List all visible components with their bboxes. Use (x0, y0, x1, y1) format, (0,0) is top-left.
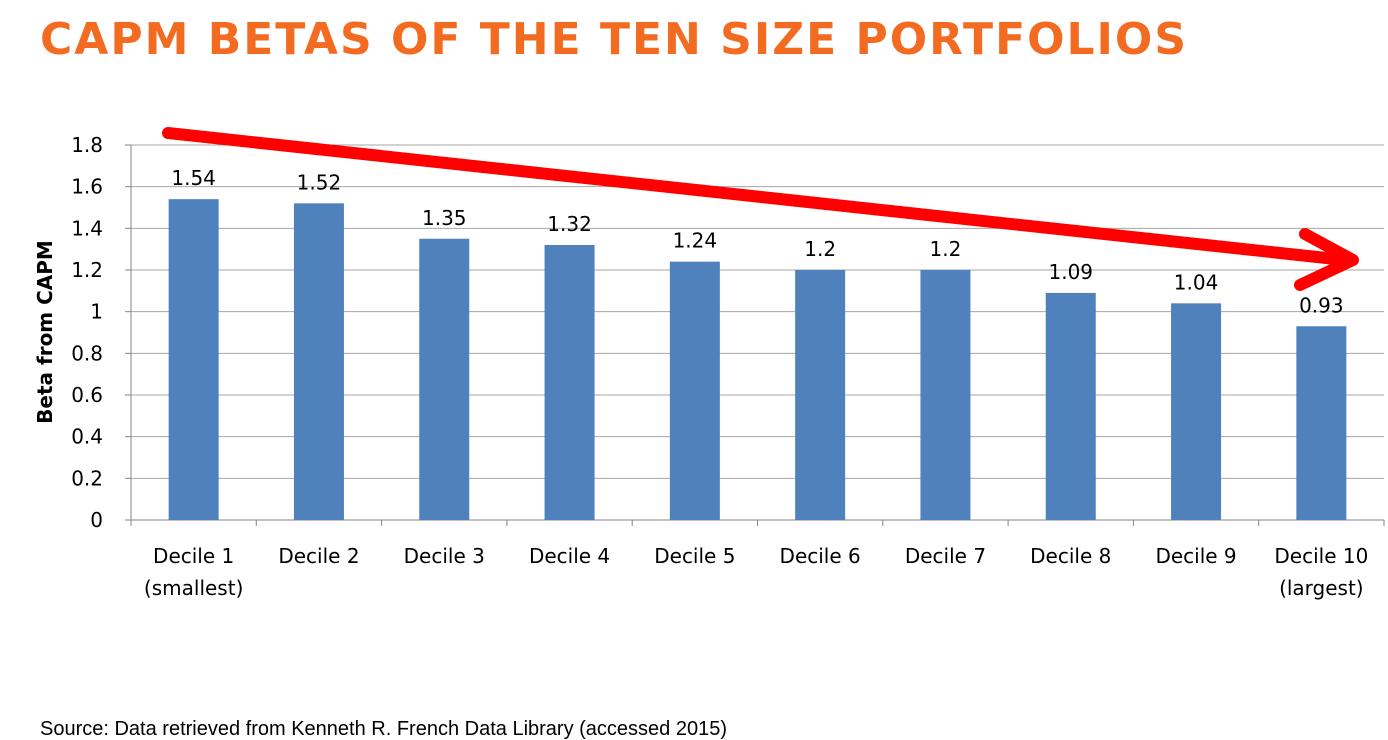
category-label: Decile 9 (1155, 544, 1236, 568)
y-tick-label: 1 (90, 300, 103, 324)
category-label: Decile 4 (529, 544, 610, 568)
category-label: (largest) (1279, 576, 1364, 600)
bar (544, 245, 595, 520)
bar (920, 270, 971, 520)
data-label: 1.32 (547, 212, 592, 236)
data-label: 1.54 (171, 166, 216, 190)
data-label: 1.2 (804, 237, 836, 261)
category-label: Decile 3 (404, 544, 485, 568)
source-note: Source: Data retrieved from Kenneth R. F… (40, 718, 727, 740)
bar (419, 238, 470, 520)
bar (669, 261, 720, 520)
data-label: 1.09 (1048, 260, 1093, 284)
data-label: 1.2 (930, 237, 962, 261)
y-tick-label: 0.8 (71, 341, 103, 365)
bar (795, 270, 846, 520)
trend-arrow (162, 127, 1359, 291)
category-label: Decile 10 (1274, 544, 1368, 568)
y-tick-label: 1.2 (71, 258, 103, 282)
y-tick-label: 0.4 (71, 425, 103, 449)
category-label: Decile 1 (153, 544, 234, 568)
y-tick-label: 0.2 (71, 466, 103, 490)
bar (293, 203, 344, 521)
category-label: Decile 5 (654, 544, 735, 568)
y-tick-label: 0.6 (71, 383, 103, 407)
data-labels: 1.54 1.52 1.35 1.32 1.24 1.2 1.2 1.09 1.04 0.93 (171, 166, 1343, 317)
y-tick-labels: 0 0.2 0.4 0.6 0.8 1 1.2 1.4 1.6 1.8 (71, 133, 103, 532)
category-labels: Decile 1 (smallest) Decile 2 Decile 3 Decile… (144, 544, 1368, 600)
data-label: 0.93 (1299, 293, 1344, 317)
bars (168, 199, 1347, 521)
data-label: 1.04 (1174, 270, 1219, 294)
bar (1171, 303, 1222, 520)
category-label: Decile 7 (905, 544, 986, 568)
slide-title: CAPM BETAS OF THE TEN SIZE PORTFOLIOS (40, 14, 1189, 65)
y-tick-label: 1.8 (71, 133, 103, 157)
category-label: Decile 8 (1030, 544, 1111, 568)
y-tick-label: 1.4 (71, 216, 103, 240)
y-tick-label: 0 (90, 508, 103, 532)
trend-arrow-head (1294, 228, 1359, 291)
category-label: Decile 6 (780, 544, 861, 568)
bar (1045, 292, 1096, 520)
bar (1296, 326, 1347, 520)
y-tick-label: 1.6 (71, 175, 103, 199)
category-label: Decile 2 (278, 544, 359, 568)
data-label: 1.52 (297, 170, 342, 194)
category-label: (smallest) (144, 576, 243, 600)
data-label: 1.35 (422, 206, 467, 230)
data-label: 1.24 (673, 229, 718, 253)
trend-arrow-shaft (162, 127, 1351, 266)
bar (168, 199, 219, 520)
y-axis-title: Beta from CAPM (33, 240, 57, 424)
